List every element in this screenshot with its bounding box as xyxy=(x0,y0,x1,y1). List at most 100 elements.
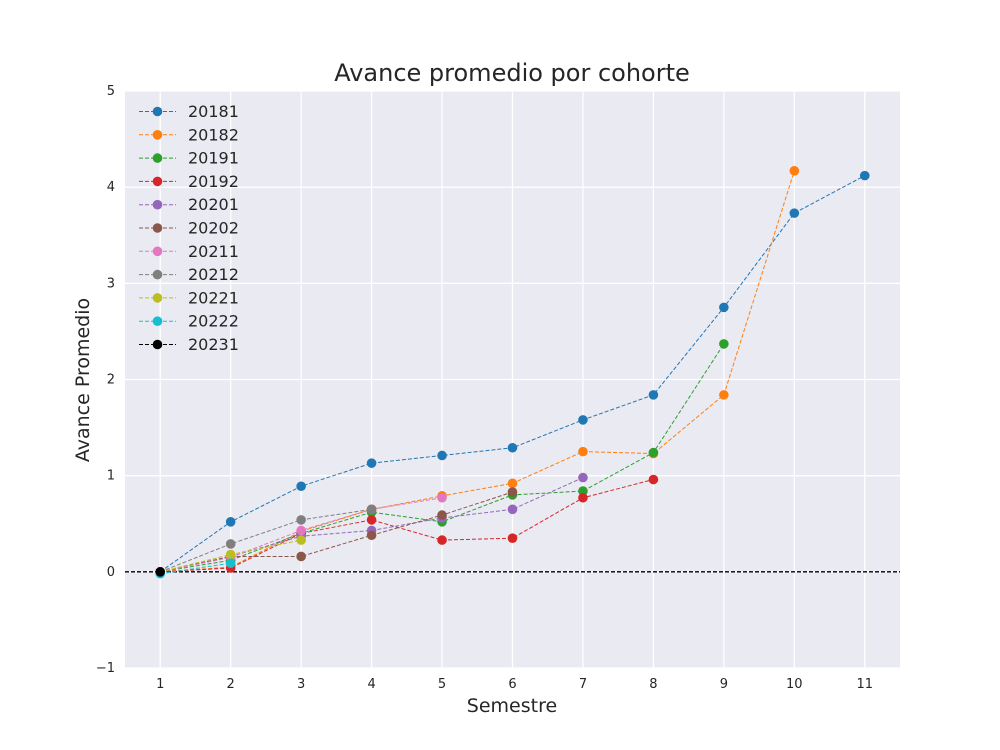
data-point xyxy=(225,539,236,549)
data-point xyxy=(296,515,306,525)
chart-title: Avance promedio por cohorte xyxy=(334,59,690,87)
legend-marker xyxy=(152,339,163,350)
series-line xyxy=(160,479,654,573)
legend-label: 20192 xyxy=(188,172,239,191)
data-point xyxy=(507,442,518,453)
data-point xyxy=(437,450,447,461)
data-point xyxy=(578,415,588,425)
data-point xyxy=(578,472,588,483)
legend-label: 20201 xyxy=(188,195,239,214)
y-tick-label: 1 xyxy=(107,469,115,484)
y-axis-title: Avance Promedio xyxy=(72,298,94,462)
legend-label: 20191 xyxy=(188,149,239,168)
data-point xyxy=(859,170,870,181)
data-point xyxy=(789,208,800,218)
data-point xyxy=(225,558,236,568)
data-point xyxy=(719,390,729,400)
data-point xyxy=(296,481,306,492)
x-tick-label: 7 xyxy=(579,677,587,692)
legend-marker xyxy=(152,293,163,303)
legend-item-20212: 20212 xyxy=(139,265,239,284)
data-point xyxy=(296,535,306,545)
legend-label: 20211 xyxy=(188,242,239,261)
legend-item-20222: 20222 xyxy=(139,312,239,331)
data-point xyxy=(719,302,729,313)
legend-item-20221: 20221 xyxy=(139,288,239,307)
data-point xyxy=(507,533,518,543)
legend-label: 20182 xyxy=(188,125,239,144)
data-point xyxy=(648,474,659,485)
legend-item-20181: 20181 xyxy=(139,102,239,121)
data-point xyxy=(366,530,377,541)
y-tick-label: 0 xyxy=(107,565,115,580)
x-tick-label: 2 xyxy=(227,677,235,692)
legend-label: 20212 xyxy=(188,265,239,284)
data-point xyxy=(507,478,518,489)
x-tick-label: 1 xyxy=(156,677,164,692)
legend-marker xyxy=(152,199,163,210)
y-tick-label: 5 xyxy=(107,84,115,99)
data-point xyxy=(507,487,518,497)
data-point xyxy=(225,517,236,527)
x-tick-label: 8 xyxy=(649,677,657,692)
data-point xyxy=(296,525,306,536)
legend-marker xyxy=(152,269,163,280)
legend-marker xyxy=(152,316,163,327)
legend-marker xyxy=(152,153,163,163)
legend-item-20192: 20192 xyxy=(139,172,239,191)
x-tick-label: 3 xyxy=(297,677,305,692)
legend-item-20202: 20202 xyxy=(139,219,239,238)
x-tick-label: 6 xyxy=(508,677,516,692)
data-point xyxy=(366,504,377,515)
legend-marker xyxy=(152,106,163,117)
x-tick-labels: 1 2 3 4 5 6 7 8 9 10 11 xyxy=(156,677,873,692)
legend-label: 20231 xyxy=(188,335,239,354)
y-tick-label: 2 xyxy=(107,373,115,388)
y-tick-label: 3 xyxy=(107,276,115,291)
x-tick-label: 11 xyxy=(856,677,873,692)
x-tick-label: 5 xyxy=(438,677,446,692)
legend-marker xyxy=(152,223,163,233)
x-tick-label: 9 xyxy=(720,677,728,692)
data-point xyxy=(578,492,588,503)
data-point xyxy=(366,515,377,525)
data-point xyxy=(789,166,800,176)
y-tick-label: −1 xyxy=(96,661,115,676)
legend-item-20201: 20201 xyxy=(139,195,239,214)
data-point xyxy=(437,492,447,503)
series-line xyxy=(160,491,513,573)
x-tick-label: 10 xyxy=(786,677,803,692)
data-point xyxy=(296,551,306,562)
legend-label: 20221 xyxy=(188,288,239,307)
legend-item-20191: 20191 xyxy=(139,149,239,168)
legend-marker xyxy=(152,176,163,187)
series-line xyxy=(160,508,372,573)
data-point xyxy=(366,458,377,468)
x-axis-title: Semestre xyxy=(467,695,557,717)
data-point xyxy=(155,567,166,577)
y-tick-label: 4 xyxy=(107,180,115,195)
legend-item-20182: 20182 xyxy=(139,125,239,144)
legend-item-20231: 20231 xyxy=(139,335,239,354)
legend: 20181 20182 20191 20192 20201 20202 20211 20212… xyxy=(139,102,239,354)
legend-label: 20181 xyxy=(188,102,239,121)
data-point xyxy=(437,510,447,520)
legend-marker xyxy=(152,130,163,140)
legend-label: 20222 xyxy=(188,312,239,331)
series-line xyxy=(160,170,795,573)
data-point xyxy=(225,549,236,560)
legend-item-20211: 20211 xyxy=(139,242,239,261)
data-point xyxy=(719,339,729,349)
legend-label: 20202 xyxy=(188,219,239,238)
data-point xyxy=(648,390,659,400)
x-tick-label: 4 xyxy=(367,677,375,692)
y-tick-labels: −1 0 1 2 3 4 5 xyxy=(96,84,115,676)
series-20231 xyxy=(155,567,166,577)
series-group xyxy=(155,166,870,579)
legend-marker xyxy=(152,246,163,257)
data-point xyxy=(437,535,447,545)
data-point xyxy=(648,447,659,458)
data-point xyxy=(507,504,518,515)
data-point xyxy=(578,486,588,496)
